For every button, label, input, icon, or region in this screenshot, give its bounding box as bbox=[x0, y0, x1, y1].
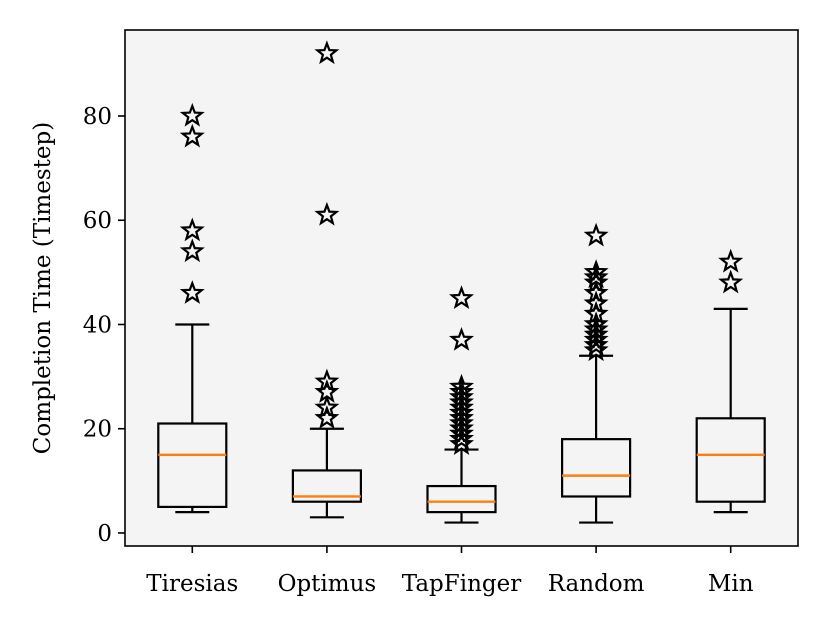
x-tick-label: Random bbox=[548, 571, 645, 597]
outlier-star-icon bbox=[718, 269, 744, 294]
outlier-star-icon bbox=[314, 379, 340, 403]
outlier-star-icon bbox=[449, 399, 474, 424]
box bbox=[560, 438, 632, 498]
outlier-star-icon bbox=[448, 410, 475, 435]
y-tick-label: 20 bbox=[83, 417, 112, 443]
y-tick-label: 40 bbox=[83, 312, 112, 338]
outlier-star-icon bbox=[449, 420, 474, 445]
outlier-star-icon bbox=[448, 285, 475, 310]
box bbox=[291, 469, 362, 503]
outlier-star-icon bbox=[583, 332, 609, 356]
outlier-star-icon bbox=[583, 337, 609, 362]
outlier-star-icon bbox=[314, 201, 340, 226]
box bbox=[426, 484, 497, 514]
outlier-star-icon bbox=[448, 389, 475, 414]
box bbox=[157, 422, 228, 509]
outlier-star-icon bbox=[449, 415, 474, 440]
outlier-star-icon bbox=[583, 259, 609, 283]
outlier-star-icon bbox=[583, 300, 609, 325]
box-group bbox=[560, 222, 632, 524]
outlier-star-icon bbox=[583, 269, 609, 294]
outlier-star-icon bbox=[449, 394, 474, 419]
y-tick-label: 80 bbox=[83, 104, 112, 130]
outlier-star-icon bbox=[448, 384, 475, 409]
box bbox=[695, 417, 766, 503]
outlier-star-icon bbox=[583, 222, 609, 247]
outlier-star-icon bbox=[449, 379, 474, 403]
outlier-star-icon bbox=[449, 326, 474, 351]
outlier-star-icon bbox=[314, 405, 340, 429]
outlier-star-icon bbox=[583, 326, 609, 351]
plot-frame bbox=[124, 29, 799, 547]
outlier-star-icon bbox=[179, 280, 205, 304]
outlier-star-icon bbox=[583, 321, 609, 346]
outlier-star-icon bbox=[583, 280, 609, 304]
outlier-star-icon bbox=[448, 431, 475, 455]
y-axis-label: Completion Time (Timestep) bbox=[30, 122, 56, 454]
box-group bbox=[695, 248, 766, 514]
outlier-star-icon bbox=[179, 123, 205, 148]
outlier-star-icon bbox=[583, 264, 609, 289]
outlier-star-icon bbox=[449, 426, 474, 450]
box-group bbox=[291, 40, 362, 519]
x-tick-label: TapFinger bbox=[402, 571, 521, 597]
outlier-star-icon bbox=[179, 238, 205, 263]
x-tick-label: Optimus bbox=[278, 571, 377, 597]
outlier-star-icon bbox=[314, 368, 340, 393]
outlier-star-icon bbox=[583, 316, 609, 341]
outlier-star-icon bbox=[314, 394, 340, 419]
y-tick-label: 0 bbox=[97, 521, 112, 547]
outlier-star-icon bbox=[449, 373, 474, 398]
axes: 0 20 40 60 80 Tiresias Optimus TapFinger Random M… bbox=[83, 104, 754, 597]
outlier-star-icon bbox=[179, 102, 205, 127]
outlier-star-icon bbox=[314, 40, 340, 65]
outlier-star-icon bbox=[583, 311, 609, 336]
outlier-star-icon bbox=[179, 217, 205, 242]
y-tick-label: 60 bbox=[83, 208, 112, 234]
box-group bbox=[426, 285, 497, 524]
outlier-star-icon bbox=[448, 405, 475, 429]
box-group bbox=[157, 102, 228, 514]
outlier-star-icon bbox=[583, 290, 609, 315]
outlier-star-icon bbox=[718, 248, 744, 273]
x-tick-label: Min bbox=[708, 571, 754, 597]
chart-marks bbox=[157, 40, 766, 524]
x-tick-label: Tiresias bbox=[146, 571, 238, 597]
